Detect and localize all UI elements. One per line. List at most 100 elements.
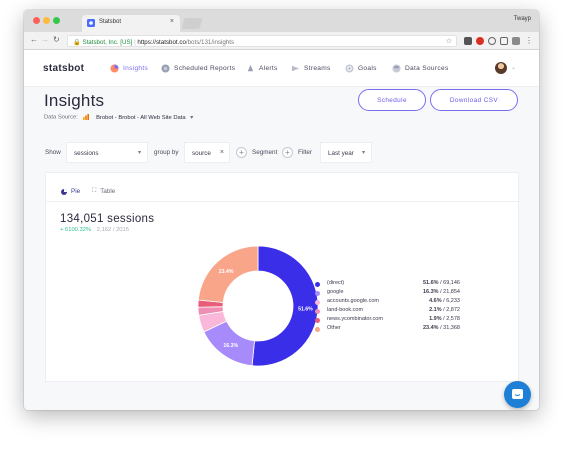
chat-widget-button[interactable] (504, 381, 531, 408)
streams-icon (291, 65, 300, 72)
reports-icon (161, 64, 170, 73)
group-by-select[interactable]: source × (184, 142, 230, 163)
legend-item[interactable]: Other 23.4% / 31,368 (313, 325, 460, 334)
legend-item[interactable]: (direct) 51.6% / 69,146 (313, 280, 460, 289)
reload-icon[interactable]: ↻ (53, 35, 60, 44)
forward-icon[interactable]: → (41, 35, 49, 44)
donut-chart: 51.6% 16.3% 23.4% (197, 245, 319, 367)
add-filter-icon[interactable]: + (282, 147, 293, 158)
chevron-down-icon: ▾ (137, 150, 141, 156)
legend-item[interactable]: accounts.google.com 4.6% / 6,233 (313, 298, 460, 307)
filter-button[interactable]: Filter (298, 149, 312, 156)
legend-item[interactable]: land-book.com 2.1% / 2,872 (313, 307, 460, 316)
legend-swatch (315, 290, 320, 296)
slice--direct-[interactable] (251, 245, 319, 367)
tab-pie[interactable]: Pie (61, 188, 80, 195)
extension-adblock-icon[interactable] (476, 37, 484, 45)
bookmark-star-icon[interactable]: ☆ (445, 38, 452, 45)
legend-item[interactable]: google 16.3% / 21,854 (313, 289, 460, 298)
nav-label-goals: Goals (358, 65, 377, 72)
avatar-chevron-down-icon[interactable]: ⌄ (511, 65, 517, 71)
back-icon[interactable]: ← (30, 35, 38, 44)
tab-title: Statsbot (99, 19, 122, 25)
clear-group-icon[interactable]: × (219, 149, 224, 156)
slice-label: 51.6% (298, 306, 313, 312)
nav-item-data-sources[interactable]: Data Sources (392, 64, 449, 73)
show-label: Show (45, 149, 61, 156)
nav-item-alerts[interactable]: Alerts (246, 64, 278, 73)
slice-label: 23.4% (219, 269, 234, 275)
tab-table[interactable]: ⛶ Table (92, 188, 115, 195)
minimize-window-button[interactable] (43, 17, 50, 24)
nav-item-scheduled-reports[interactable]: Scheduled Reports (161, 64, 235, 73)
card-divider (46, 201, 520, 202)
secure-label: Statsbot, Inc. [US] (82, 39, 133, 46)
extension-info-icon[interactable] (488, 37, 496, 45)
alerts-icon (247, 64, 254, 72)
nav-item-streams[interactable]: Streams (291, 64, 331, 73)
nav-label-streams: Streams (304, 65, 331, 72)
add-segment-icon[interactable]: + (236, 147, 247, 158)
nav-item-insights[interactable]: Insights (110, 64, 148, 73)
data-source-row: Data Source: Brobot - Brobot - All Web S… (44, 114, 193, 121)
legend-swatch (315, 317, 320, 323)
tab-close-icon[interactable]: × (169, 18, 174, 25)
browser-tab[interactable]: Statsbot × (82, 15, 180, 32)
legend-swatch (315, 281, 320, 287)
group-by-label: group by (154, 149, 179, 156)
segment-button[interactable]: Segment (252, 149, 278, 156)
legend-label: (direct) (327, 280, 345, 286)
url-path: /bots/131/insights (185, 39, 235, 46)
nav-item-goals[interactable]: Goals (345, 64, 377, 73)
nav-label-alerts: Alerts (259, 65, 278, 72)
tab-pie-label: Pie (71, 188, 81, 195)
profile-name[interactable]: Twayp (513, 16, 531, 22)
browser-menu-icon[interactable]: ⋮ (525, 36, 533, 45)
table-icon: ⛶ (92, 188, 97, 194)
chat-icon (512, 389, 523, 399)
nav-label-scheduled-reports: Scheduled Reports (174, 65, 236, 72)
nav-label-data-sources: Data Sources (405, 65, 449, 72)
data-source-label: Data Source: (44, 114, 78, 121)
legend-value: 4.6% / 6,233 (429, 298, 460, 304)
period-select-value: Last year (328, 150, 354, 157)
legend-value: 51.6% / 69,146 (422, 280, 460, 286)
lock-icon: 🔒 (73, 39, 81, 46)
url-field[interactable]: 🔒 Statsbot, Inc. [US] | https://statsbot… (67, 35, 457, 47)
legend-value: 1.9% / 2,578 (429, 316, 460, 322)
legend-label: google (327, 289, 344, 295)
schedule-button[interactable]: Schedule (358, 89, 426, 111)
download-csv-button[interactable]: Download CSV (430, 89, 518, 111)
sessions-change-row: + 6100.32% 2,162 / 2015 (60, 227, 129, 233)
legend-label: land-book.com (327, 307, 364, 313)
slice-label: 16.3% (223, 343, 238, 349)
data-source-select[interactable]: Brobot - Brobot - All Web Site Data (96, 114, 186, 121)
new-tab-button[interactable] (181, 18, 203, 29)
legend-label: Other (327, 325, 341, 331)
legend-swatch (315, 326, 320, 332)
extension-shield-icon[interactable] (464, 37, 472, 45)
data-source-caret-icon[interactable]: ▾ (190, 114, 194, 121)
close-window-button[interactable] (33, 17, 40, 24)
user-avatar[interactable] (495, 62, 507, 74)
legend-swatch (315, 299, 320, 305)
filter-bar: Show sessions ▾ group by source × + Segm… (24, 138, 539, 164)
analytics-icon (83, 114, 90, 120)
url-host: https://statsbot.co (137, 39, 186, 46)
extension-misc-icon[interactable] (512, 37, 520, 45)
chart-legend: (direct) 51.6% / 69,146 google 16.3% / 21,8… (313, 280, 460, 334)
total-sessions: 134,051 sessions (60, 213, 155, 225)
extension-cast-icon[interactable] (500, 37, 508, 45)
statsbot-favicon-icon (87, 19, 95, 27)
slice-other[interactable] (197, 245, 259, 303)
chevron-down-icon: ▾ (361, 150, 365, 156)
legend-label: accounts.google.com (327, 298, 379, 304)
app-logo[interactable]: statsbot (43, 63, 85, 74)
metric-select[interactable]: sessions ▾ (66, 142, 148, 163)
maximize-window-button[interactable] (53, 17, 60, 24)
browser-tab-bar: Statsbot × Twayp (24, 10, 539, 32)
period-select[interactable]: Last year ▾ (320, 142, 372, 163)
group-by-value: source (192, 150, 211, 157)
legend-item[interactable]: news.ycombinator.com 1.9% / 2,578 (313, 316, 460, 325)
browser-window: Statsbot × Twayp ← → ↻ 🔒 Statsbot, Inc. … (24, 10, 539, 410)
